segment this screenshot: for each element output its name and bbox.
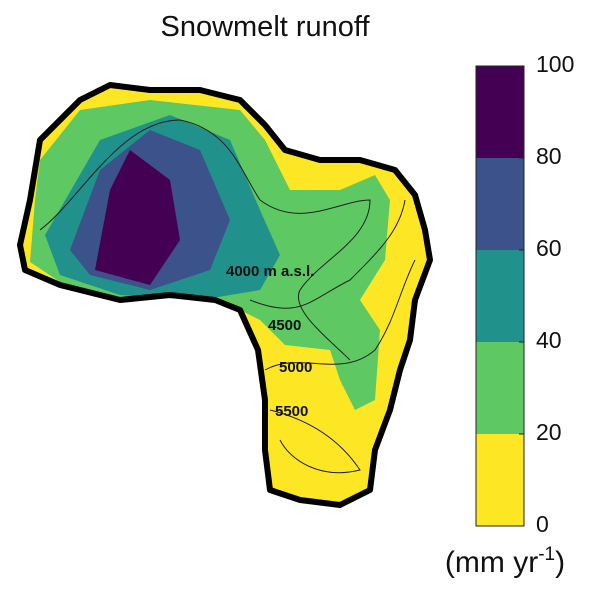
- unit-close: ): [555, 546, 565, 579]
- contour-line: [249, 199, 406, 309]
- contour-line: [269, 409, 361, 474]
- colorbar-tick-label: 0: [536, 511, 549, 537]
- basin-outline: [17, 82, 433, 508]
- colorbar: 0 20 40 60 80 100: [475, 51, 574, 537]
- unit-text: (mm yr: [445, 546, 538, 579]
- unit-superscript: -1: [538, 544, 555, 565]
- colorbar-unit: (mm yr-1): [445, 544, 565, 579]
- basin-map: 4000 m a.s.l. 4500 5000 5500: [17, 82, 433, 508]
- colorbar-bin: [476, 342, 524, 434]
- colorbar-bin: [476, 250, 524, 342]
- colorbar-tick-label: 100: [536, 51, 574, 77]
- colorbar-bin: [476, 434, 524, 526]
- contour-lines: [39, 119, 416, 474]
- contour-label: 5000: [279, 359, 312, 376]
- colorbar-tick-label: 40: [536, 327, 562, 353]
- contour-line: [39, 119, 371, 361]
- colorbar-bin: [476, 158, 524, 250]
- contour-label: 4500: [268, 317, 301, 334]
- colorbar-frame: [475, 65, 525, 527]
- map-title: Snowmelt runoff: [160, 11, 370, 43]
- runoff-zone-80-100: [95, 150, 180, 285]
- colorbar-tick-label: 60: [536, 235, 562, 261]
- colorbar-tick-label: 20: [536, 419, 562, 445]
- contour-label: 4000 m a.s.l.: [226, 263, 314, 280]
- colorbar-tick-label: 80: [536, 143, 562, 169]
- contour-label: 5500: [275, 403, 308, 420]
- contour-line: [264, 259, 416, 371]
- colorbar-bin: [476, 66, 524, 158]
